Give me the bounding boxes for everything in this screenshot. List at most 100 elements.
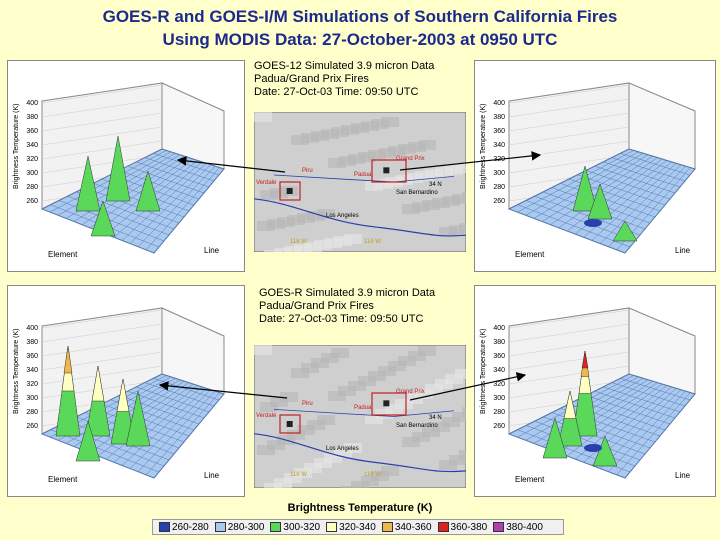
bottom-caption-line-3: Date: 27-Oct-03 Time: 09:50 UTC [259,313,424,325]
cloud-texture [365,181,383,191]
y-tick-label: 380 [493,114,505,121]
cloud-texture [365,414,383,424]
cold-spot [584,219,602,227]
legend-item: 380-400 [493,522,543,533]
coastline [254,198,466,237]
cloud-texture [381,117,399,127]
y-tick-label: 340 [493,367,505,374]
top-left-arrow [176,156,286,173]
y-tick-label: 400 [26,100,38,107]
cloud-texture [334,236,352,246]
map-place-label: Verdale [256,413,277,419]
x-axis-label: Element [515,250,545,259]
color-legend: 260-280 280-300 300-320 320-340 340-360 360-3… [152,519,564,535]
cloud-texture [371,471,389,481]
cloud-texture [415,389,433,399]
legend-item: 360-380 [437,521,488,533]
cloud-texture [445,165,463,175]
top-caption-line-2: Padua/Grand Prix Fires [254,73,369,85]
cloud-texture [314,458,332,468]
fire-peak [542,417,568,459]
y-axis-label: Brightness Temperature (K) [480,104,487,189]
cloud-texture [381,466,399,476]
top-caption-line-1: GOES-12 Simulated 3.9 micron Data [254,60,435,72]
map-place-label: 118 W [364,239,381,245]
cloud-texture [439,227,457,237]
cloud-texture [294,468,312,478]
cloud-texture [408,142,426,152]
y-tick-label: 360 [26,353,38,360]
bottom-caption: GOES-R Simulated 3.9 micron Data Padua/G… [259,287,435,326]
cloud-texture [459,223,466,233]
legend-swatch [493,522,505,532]
fire-region-box [371,392,407,416]
fire-peak [75,155,101,212]
cloud-texture [418,140,436,150]
cloud-texture [442,417,460,427]
cloud-texture [385,404,403,414]
cloud-texture [378,366,396,376]
map-place-label: Padua [354,405,372,411]
x-axis-label: Element [48,475,78,484]
y-tick-label: 360 [493,353,505,360]
cloud-texture [284,473,302,483]
cloud-texture [371,119,389,129]
cloud-texture [432,198,450,208]
cloud-texture [304,463,322,473]
y-tick-label: 300 [493,395,505,402]
cloud-texture [344,443,362,453]
cloud-texture [274,248,292,252]
cloud-texture [301,363,319,373]
cloud-texture [291,135,309,145]
cloud-texture [358,152,376,162]
fire-peak [572,350,598,437]
y-tick-label: 360 [26,128,38,135]
cloud-texture [324,238,342,248]
cloud-texture [277,217,295,227]
cloud-texture [307,420,325,430]
top-satellite-map: Piru Verdale Padua Grand Prix San Bernardino… [254,112,466,252]
legend-swatch [214,522,226,532]
cloud-texture [422,427,440,437]
x-axis-label: Element [48,250,78,259]
cloud-texture [445,374,463,384]
y-axis-label: Brightness Temperature (K) [13,329,20,414]
cloud-texture [294,244,312,252]
fire-peak [557,390,583,447]
top-right-arrow [399,151,542,171]
cloud-texture [425,384,443,394]
cloud-texture [455,163,466,173]
cloud-texture [439,460,457,470]
line-axis-label: Line [675,246,691,255]
y-tick-label: 260 [493,198,505,205]
cloud-texture [267,440,285,450]
cloud-texture [324,453,342,463]
boundary-line [273,174,455,183]
cloud-texture [304,242,322,252]
cloud-texture [257,221,275,231]
map-place-label: Piru [302,401,313,407]
cloud-texture [402,437,420,447]
y-tick-label: 400 [26,325,38,332]
cloud-texture [338,156,356,166]
cloud-texture [398,356,416,366]
map-place-label: 118 W [290,239,307,245]
cloud-texture [388,361,406,371]
y-tick-label: 320 [26,156,38,163]
legend-range: 360-380 [450,521,488,533]
cloud-texture [297,425,315,435]
cloud-texture [284,246,302,252]
y-axis-label: Brightness Temperature (K) [480,329,487,414]
line-axis-label: Line [675,471,691,480]
fire-peak [90,200,116,237]
map-place-label: Padua [354,172,372,178]
cloud-texture [270,188,288,198]
map-place-label: 118 W [364,472,381,478]
cloud-texture [307,211,325,221]
bottom-left-arrow [158,381,288,399]
cloud-texture [432,422,450,432]
fire-peak [135,170,161,212]
